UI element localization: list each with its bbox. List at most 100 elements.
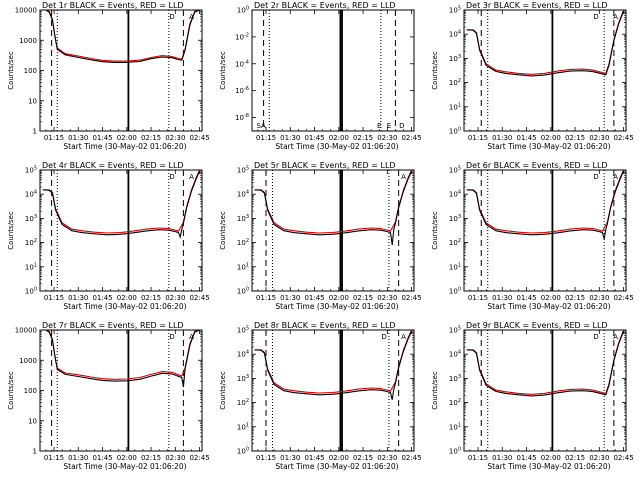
y-tick-label: 101 — [449, 422, 461, 431]
x-tick-label: 01:30 — [280, 454, 300, 462]
plot-frame — [39, 169, 203, 292]
plot-frame — [251, 9, 415, 132]
x-tick-label: 02:15 — [353, 294, 373, 302]
y-tick-label: 101 — [25, 262, 37, 271]
y-tick-label: 10-6 — [235, 86, 249, 95]
chart-panel-5: Det 5r BLACK = Events, RED = LLD 100 101 10… — [219, 161, 422, 311]
x-tick-label: 02:30 — [165, 294, 185, 302]
x-tick-label: 01:30 — [492, 294, 512, 302]
plot-frame — [463, 329, 627, 452]
chart-panel-9: Det 9r BLACK = Events, RED = LLD 100 101 10… — [431, 321, 634, 471]
chart-panel-6: Det 6r BLACK = Events, RED = LLD 100 101 10… — [431, 161, 634, 311]
chart-panel-8: Det 8r BLACK = Events, RED = LLD 100 101 10… — [219, 321, 422, 471]
x-tick-label: 01:30 — [492, 134, 512, 142]
chart-title: Det 5r BLACK = Events, RED = LLD — [254, 161, 396, 170]
series-line-events — [466, 330, 625, 397]
x-axis-label: Start Time (30-May-02 01:06:20) — [63, 462, 186, 471]
series-line-lld — [42, 10, 200, 62]
flag-label: D — [593, 13, 598, 21]
y-tick-label: 103 — [449, 54, 461, 63]
x-tick-label: 02:45 — [189, 454, 209, 462]
x-tick-label: 02:45 — [613, 454, 633, 462]
flag-label: A — [189, 13, 194, 21]
y-tick-label: 104 — [237, 350, 249, 359]
y-tick-label: 102 — [25, 238, 37, 247]
flag-label: A — [189, 173, 194, 181]
x-tick-label: 02:15 — [141, 134, 161, 142]
y-axis-label: Counts/sec — [431, 211, 439, 250]
flag-label: A — [613, 333, 618, 341]
x-tick-label: 01:15 — [44, 134, 64, 142]
y-axis-label: Counts/sec — [219, 51, 227, 90]
x-tick-label: 02:00 — [541, 134, 561, 142]
flag-label: D — [169, 13, 174, 21]
series-line-events — [42, 330, 200, 388]
x-tick-label: 01:30 — [68, 454, 88, 462]
chart-panel-4: Det 4r BLACK = Events, RED = LLD 100 101 10… — [7, 161, 210, 311]
y-tick-label: 103 — [449, 374, 461, 383]
flag-label: A — [613, 173, 618, 181]
x-tick-label: 02:45 — [401, 134, 421, 142]
y-tick-label: 105 — [449, 166, 461, 175]
x-tick-label: 01:30 — [280, 294, 300, 302]
x-tick-label: 01:45 — [92, 134, 112, 142]
chart-title: Det 1r BLACK = Events, RED = LLD — [42, 1, 184, 10]
x-tick-label: 01:45 — [92, 294, 112, 302]
flag-label: D — [593, 173, 598, 181]
x-axis-label: Start Time (30-May-02 01:06:20) — [63, 302, 186, 311]
series-line-lld — [42, 330, 200, 380]
y-tick-label: 10 — [28, 97, 37, 105]
y-tick-label: 104 — [25, 190, 37, 199]
y-tick-label: 1 — [33, 448, 37, 456]
chart-panel-1: Det 1r BLACK = Events, RED = LLD 1 10 100 10… — [7, 1, 210, 151]
flag-label: A — [401, 173, 406, 181]
y-tick-label: 102 — [449, 238, 461, 247]
x-tick-label: 02:45 — [189, 134, 209, 142]
flag-label: E — [387, 122, 391, 130]
x-tick-label: 02:30 — [377, 454, 397, 462]
x-axis-label: Start Time (30-May-02 01:06:20) — [275, 302, 398, 311]
x-tick-label: 02:15 — [565, 134, 585, 142]
y-tick-label: 10-8 — [235, 113, 249, 122]
series-line-lld — [42, 170, 201, 234]
y-tick-label: 100 — [237, 287, 249, 296]
y-tick-label: 103 — [25, 214, 37, 223]
series-line-events — [466, 10, 625, 77]
x-tick-label: 01:45 — [92, 454, 112, 462]
x-tick-label: 01:45 — [516, 454, 536, 462]
x-tick-label: 02:00 — [329, 294, 349, 302]
y-tick-label: 100 — [449, 287, 461, 296]
flag-label: D — [593, 333, 598, 341]
plot-frame — [463, 169, 627, 292]
x-tick-label: 02:15 — [353, 454, 373, 462]
y-tick-label: 105 — [237, 326, 249, 335]
x-axis-label: Start Time (30-May-02 01:06:20) — [487, 462, 610, 471]
x-tick-label: 01:30 — [280, 134, 300, 142]
x-tick-label: 02:00 — [117, 454, 137, 462]
plot-frame — [251, 169, 415, 292]
chart-title: Det 2r BLACK = Events, RED = LLD — [254, 1, 396, 10]
x-axis-label: Start Time (30-May-02 01:06:20) — [63, 142, 186, 151]
x-tick-label: 01:15 — [256, 134, 276, 142]
x-axis-label: Start Time (30-May-02 01:06:20) — [487, 302, 610, 311]
x-tick-label: 01:45 — [304, 454, 324, 462]
flag-label: D — [381, 333, 386, 341]
y-tick-label: 103 — [449, 214, 461, 223]
series-line-lld — [466, 10, 625, 75]
y-tick-label: 102 — [237, 398, 249, 407]
series-line-lld — [254, 170, 413, 234]
x-tick-label: 01:15 — [256, 454, 276, 462]
x-tick-label: 01:15 — [468, 134, 488, 142]
x-tick-label: 02:00 — [117, 134, 137, 142]
y-axis-label: Counts/sec — [431, 51, 439, 90]
x-tick-label: 01:45 — [304, 294, 324, 302]
y-tick-label: 10-4 — [235, 59, 249, 68]
y-tick-label: 1000 — [19, 37, 37, 45]
y-tick-label: 100 — [449, 447, 461, 456]
x-tick-label: 02:45 — [613, 134, 633, 142]
y-tick-label: 100 — [24, 387, 37, 395]
plot-frame — [39, 329, 203, 452]
y-axis-label: Counts/sec — [219, 211, 227, 250]
x-tick-label: 02:15 — [565, 294, 585, 302]
